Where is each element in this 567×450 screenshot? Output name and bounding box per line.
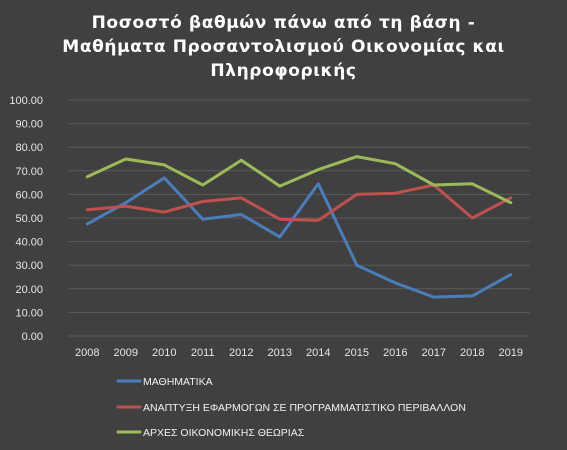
y-axis-tick-labels: 0.00 10.00 20.00 30.00 40.00 50.00 60.00 70.00 8… bbox=[9, 95, 43, 343]
x-tick-label: 2009 bbox=[114, 347, 138, 359]
x-tick-label: 2018 bbox=[460, 347, 484, 359]
y-tick-label: 30.00 bbox=[15, 260, 43, 272]
legend-label-2: ΑΡΧΕΣ ΟΙΚΟΝΟΜΙΚΗΣ ΘΕΩΡΙΑΣ bbox=[143, 427, 305, 439]
y-tick-label: 100.00 bbox=[9, 95, 43, 107]
gridlines bbox=[68, 99, 530, 337]
legend-label-0: ΜΑΘΗΜΑΤΙΚΑ bbox=[143, 376, 213, 388]
y-tick-label: 0.00 bbox=[22, 331, 43, 343]
x-tick-label: 2010 bbox=[152, 347, 176, 359]
y-tick-label: 60.00 bbox=[15, 189, 43, 201]
x-tick-label: 2014 bbox=[306, 347, 330, 359]
y-tick-label: 50.00 bbox=[15, 213, 43, 225]
x-tick-label: 2012 bbox=[229, 347, 253, 359]
series-line-2 bbox=[85, 155, 513, 205]
chart-title-line-3: Πληροφορικής bbox=[210, 61, 356, 81]
y-tick-label: 80.00 bbox=[15, 142, 43, 154]
x-axis-tick-labels: 2008 2009 2010 2011 2012 2013 2014 2015 2016 2017… bbox=[75, 347, 523, 359]
y-tick-label: 70.00 bbox=[15, 166, 43, 178]
x-tick-label: 2011 bbox=[191, 347, 215, 359]
chart-title-line-1: Ποσοστό βαθμών πάνω από τη βάση - bbox=[92, 13, 476, 33]
chart-title: Ποσοστό βαθμών πάνω από τη βάση - Μαθήμα… bbox=[62, 13, 504, 81]
series-line-1 bbox=[85, 183, 513, 222]
x-tick-label: 2019 bbox=[499, 347, 523, 359]
series-lines bbox=[85, 155, 513, 299]
y-tick-label: 90.00 bbox=[15, 119, 43, 131]
y-tick-label: 20.00 bbox=[15, 284, 43, 296]
chart-title-line-2: Μαθήματα Προσαντολισμού Οικονομίας και bbox=[62, 37, 504, 57]
y-tick-label: 10.00 bbox=[15, 307, 43, 319]
x-tick-label: 2013 bbox=[268, 347, 292, 359]
x-tick-label: 2008 bbox=[75, 347, 99, 359]
x-tick-label: 2015 bbox=[345, 347, 369, 359]
series-line-0 bbox=[85, 176, 513, 299]
y-tick-label: 40.00 bbox=[15, 237, 43, 249]
legend-label-1: ΑΝΑΠΤΥΞΗ ΕΦΑΡΜΟΓΩΝ ΣΕ ΠΡΟΓΡΑΜΜΑΤΙΣΤΙΚΟ Π… bbox=[143, 402, 466, 414]
x-tick-label: 2016 bbox=[383, 347, 407, 359]
legend: ΜΑΘΗΜΑΤΙΚΑ ΑΝΑΠΤΥΞΗ ΕΦΑΡΜΟΓΩΝ ΣΕ ΠΡΟΓΡΑΜΜ… bbox=[116, 376, 466, 439]
x-tick-label: 2017 bbox=[422, 347, 446, 359]
